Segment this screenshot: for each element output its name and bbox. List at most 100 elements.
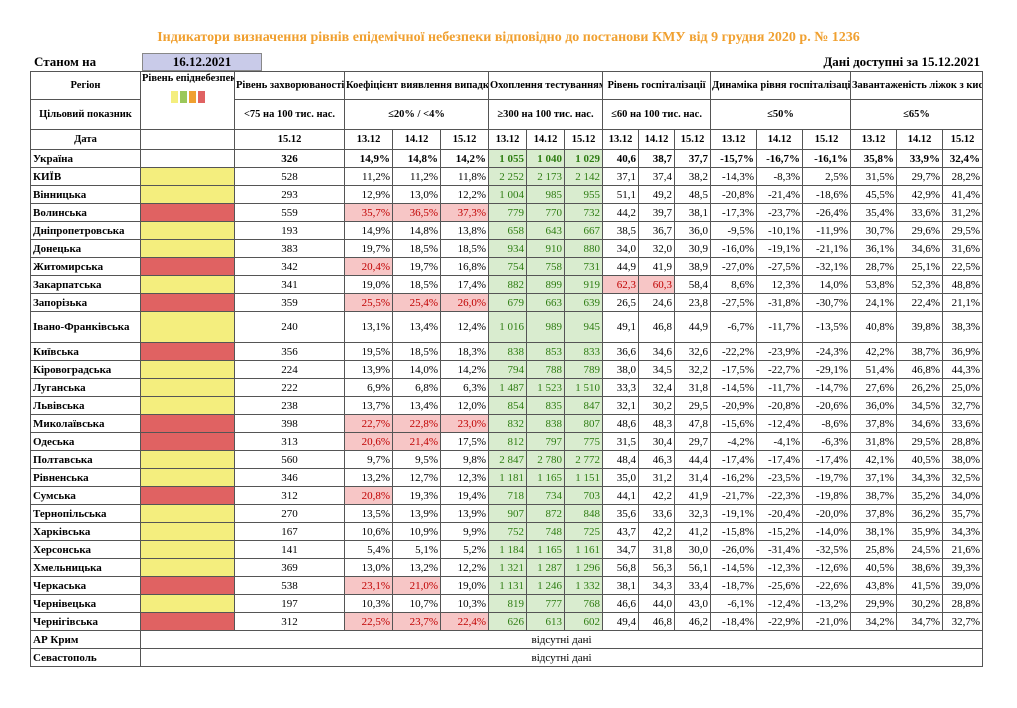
table-cell: 42,2 <box>638 522 675 541</box>
table-cell: -6,1% <box>710 594 758 613</box>
table-row: Черкаська 538 23,1% 21,0% 19,0% 1 131 1 246 1 3… <box>30 576 984 595</box>
table-cell: 48,3 <box>638 414 675 433</box>
table-cell: 14,8% <box>392 149 441 168</box>
danger-level-cell <box>140 558 235 577</box>
table-cell: -8,6% <box>802 414 852 433</box>
table-cell: 36,1% <box>850 239 898 258</box>
table-cell: 39,3% <box>942 558 984 577</box>
table-cell: 33,9% <box>896 149 944 168</box>
region-name: Івано-Франківська <box>30 311 141 343</box>
header-date-cell: 15.12 <box>673 129 712 150</box>
table-cell: -32,5% <box>802 540 852 559</box>
table-cell: 13,0% <box>392 185 441 204</box>
table-cell: 989 <box>526 311 565 343</box>
table-cell: 854 <box>488 396 527 415</box>
table-cell: 20,4% <box>344 257 393 276</box>
table-cell: 30,9 <box>673 239 712 258</box>
table-cell: 10,7% <box>392 594 441 613</box>
table-cell: 833 <box>564 342 603 361</box>
as-of-label: Станом на <box>34 54 97 69</box>
table-cell: 23,7% <box>392 612 441 631</box>
region-name: Запорізька <box>30 293 141 312</box>
table-cell: 32,7% <box>942 612 984 631</box>
table-cell: 12,2% <box>440 185 489 204</box>
table-cell: 6,8% <box>392 378 441 397</box>
danger-level-cell <box>140 522 235 541</box>
table-cell: 341 <box>234 275 345 294</box>
region-name: Сумська <box>30 486 141 505</box>
table-cell: 48,8% <box>942 275 984 294</box>
table-row: Житомирська 342 20,4% 19,7% 16,8% 754 758 731 44… <box>30 257 984 276</box>
table-row: Полтавська 560 9,7% 9,5% 9,8% 2 847 2 780 2 772… <box>30 450 984 469</box>
table-cell: 32,3 <box>673 504 712 523</box>
header-region: Регіон <box>30 71 141 100</box>
table-cell: -19,7% <box>802 468 852 487</box>
table-cell: 12,0% <box>440 396 489 415</box>
header-level-label: Рівень епіднебезпеки <box>142 73 235 84</box>
danger-level-cell <box>140 342 235 361</box>
table-cell: 658 <box>488 221 527 240</box>
table-cell: 19,0% <box>440 576 489 595</box>
table-cell: 34,3 <box>638 576 675 595</box>
danger-level-cell <box>140 540 235 559</box>
table-cell: -32,1% <box>802 257 852 276</box>
region-name: Полтавська <box>30 450 141 469</box>
table-cell: 667 <box>564 221 603 240</box>
table-cell: 60,3 <box>638 275 675 294</box>
table-cell: 812 <box>488 432 527 451</box>
header-level: Рівень епіднебезпеки <box>140 71 235 130</box>
danger-level-cell <box>140 612 235 631</box>
table-cell: 725 <box>564 522 603 541</box>
table-cell: 37,7 <box>673 149 712 168</box>
table-cell: 38,7% <box>850 486 898 505</box>
table-cell: 42,2% <box>850 342 898 361</box>
table-cell: 34,0 <box>602 239 639 258</box>
table-row: Івано-Франківська 240 13,1% 13,4% 12,4% 1 016… <box>30 311 984 343</box>
table-cell: -22,3% <box>756 486 804 505</box>
region-name: Закарпатська <box>30 275 141 294</box>
table-cell: 12,9% <box>344 185 393 204</box>
table-cell: 19,3% <box>392 486 441 505</box>
table-cell: -20,4% <box>756 504 804 523</box>
table-cell: -15,2% <box>756 522 804 541</box>
table-cell: 44,3% <box>942 360 984 379</box>
table-cell: 1 161 <box>564 540 603 559</box>
table-cell: 313 <box>234 432 345 451</box>
table-row: Запорізька 359 25,5% 25,4% 26,0% 679 663 639 26,… <box>30 293 984 312</box>
table-cell: -14,0% <box>802 522 852 541</box>
table-cell: 35,7% <box>344 203 393 222</box>
table-cell: 398 <box>234 414 345 433</box>
table-cell: -31,4% <box>756 540 804 559</box>
table-row: Луганська 222 6,9% 6,8% 6,3% 1 487 1 523 1 510 3… <box>30 378 984 397</box>
table-cell: 882 <box>488 275 527 294</box>
table-cell: 22,4% <box>896 293 944 312</box>
table-cell: 9,7% <box>344 450 393 469</box>
table-cell: 18,5% <box>392 342 441 361</box>
no-data-cell: відсутні дані <box>139 630 984 649</box>
table-cell: 2 252 <box>488 167 527 186</box>
table-cell: 955 <box>564 185 603 204</box>
table-cell: 639 <box>564 293 603 312</box>
table-cell: 53,8% <box>850 275 898 294</box>
table-cell: 34,6% <box>896 414 944 433</box>
table-cell: -27,5% <box>710 293 758 312</box>
table-cell: 13,5% <box>344 504 393 523</box>
table-cell: 42,1% <box>850 450 898 469</box>
table-cell: 718 <box>488 486 527 505</box>
table-cell: 12,7% <box>392 468 441 487</box>
legend-green <box>179 91 187 103</box>
region-name: Донецька <box>30 239 141 258</box>
table-cell: 40,5% <box>896 450 944 469</box>
table-cell: -18,4% <box>710 612 758 631</box>
legend-orange <box>188 91 196 103</box>
table-cell: 46,3 <box>638 450 675 469</box>
header-date-cell: 13.12 <box>602 129 639 150</box>
table-row: Рівненська 346 13,2% 12,7% 12,3% 1 181 1 165 1 … <box>30 468 984 487</box>
table-cell: 880 <box>564 239 603 258</box>
table-cell: 38,2 <box>673 167 712 186</box>
table-cell: -20,0% <box>802 504 852 523</box>
table-cell: 37,3% <box>440 203 489 222</box>
table-cell: 293 <box>234 185 345 204</box>
table-cell: 32,4% <box>942 149 984 168</box>
header-date-cell: 13.12 <box>850 129 898 150</box>
